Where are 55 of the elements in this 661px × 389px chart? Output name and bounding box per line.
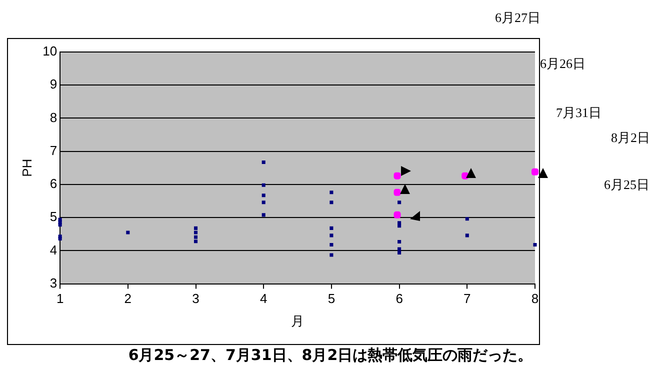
point (465, 234, 469, 238)
y-tick-label: 7 (50, 142, 58, 158)
point (398, 221, 402, 225)
x-tick-label: 2 (124, 291, 132, 306)
point (262, 194, 266, 198)
point (398, 247, 402, 251)
point (394, 172, 401, 180)
y-tick-label: 10 (42, 44, 58, 59)
point (194, 226, 198, 230)
point (126, 230, 130, 234)
point (330, 242, 334, 246)
x-tick-label: 1 (56, 291, 64, 306)
x-axis-title: 月 (291, 314, 304, 330)
point (398, 240, 402, 244)
point (262, 200, 266, 204)
point (330, 200, 334, 204)
x-tick-label: 8 (531, 291, 539, 306)
point (531, 168, 539, 176)
point (58, 223, 62, 227)
x-tick-label: 3 (192, 291, 200, 306)
point (398, 250, 402, 254)
x-tick-label: 7 (464, 291, 471, 306)
y-tick-label: 9 (50, 76, 58, 92)
point (194, 240, 198, 244)
point (398, 224, 402, 228)
point (465, 217, 469, 221)
x-tick-label: 6 (396, 291, 403, 306)
point (194, 230, 198, 234)
x-tick-label: 4 (260, 291, 268, 306)
y-tick-label: 5 (50, 209, 58, 224)
text: 6月25日 (604, 176, 650, 194)
point (194, 235, 198, 239)
point (394, 211, 401, 218)
text: 6月27日 (495, 9, 540, 27)
y-tick-label: 4 (50, 242, 58, 258)
point (58, 236, 62, 241)
point (398, 200, 402, 204)
text: 6月25～27、7月31日、8月2日は熱帯低気圧の雨だった。 (127, 346, 534, 365)
text: 7月31日 (556, 104, 602, 122)
point (262, 160, 266, 164)
point (394, 188, 401, 196)
y-tick-label: 3 (50, 275, 58, 290)
point (533, 242, 537, 246)
text: 6月26日 (540, 55, 586, 73)
x-tick-label: 5 (328, 291, 336, 306)
y-tick-label: 8 (50, 110, 58, 125)
point (330, 226, 334, 230)
point (330, 190, 334, 194)
point (330, 234, 334, 238)
point (262, 183, 266, 187)
text: 8月2日 (611, 129, 650, 147)
y-tick-label: 6 (50, 176, 58, 192)
point (262, 213, 266, 217)
point (330, 253, 334, 257)
y-axis-title: PH (19, 158, 34, 177)
